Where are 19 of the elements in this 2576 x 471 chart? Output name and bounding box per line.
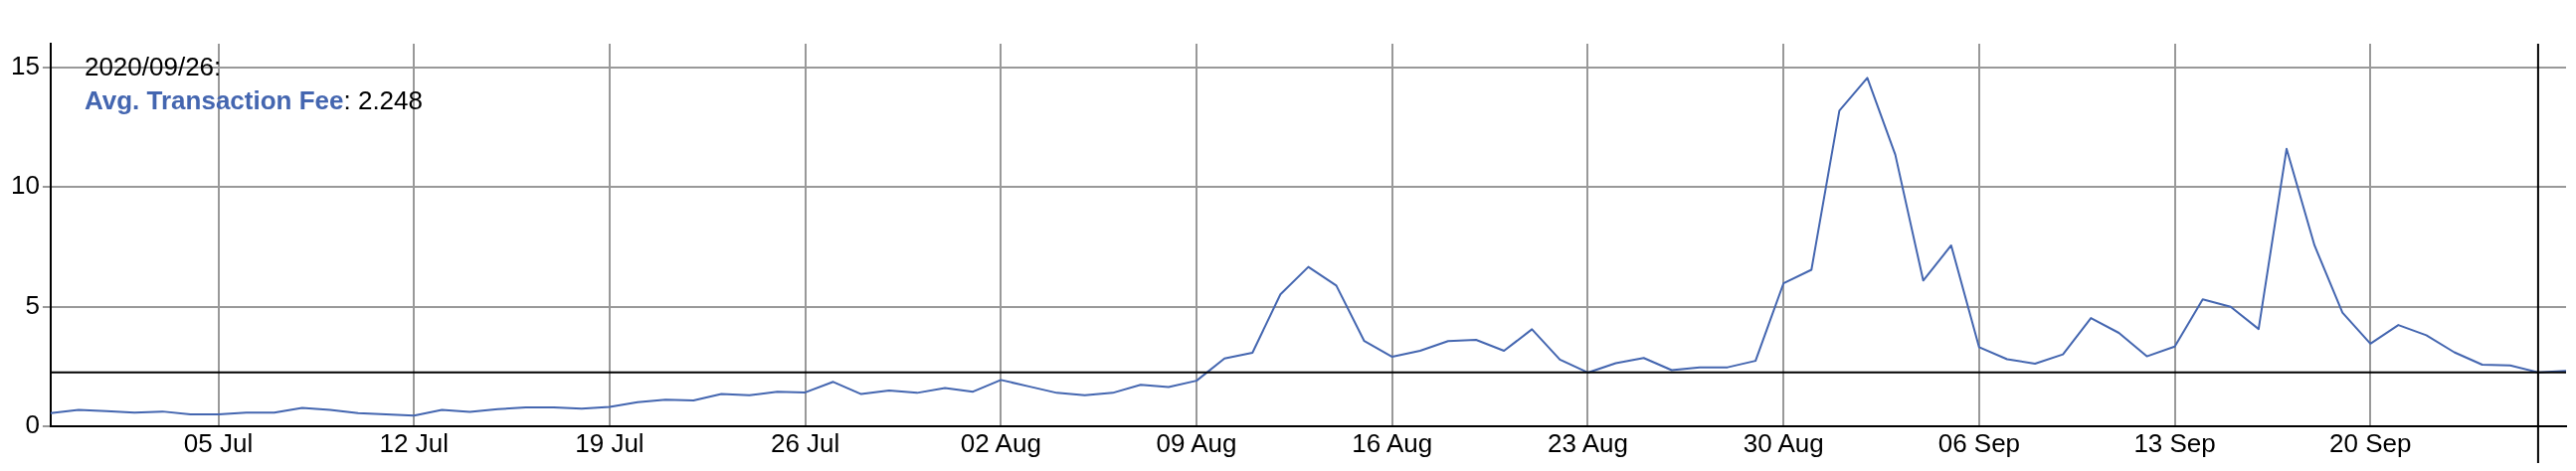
x-tick-label: 20 Sep	[2329, 427, 2412, 458]
x-tick-label: 26 Jul	[770, 427, 840, 458]
y-tick-label: 10	[11, 170, 40, 201]
annotation: 2020/09/26:	[84, 52, 222, 81]
x-tick-label: 23 Aug	[1547, 427, 1628, 458]
x-tick-label: 12 Jul	[379, 427, 449, 458]
y-tick-label: 15	[11, 51, 40, 81]
x-tick-label: 13 Sep	[2133, 427, 2216, 458]
x-tick-label: 06 Sep	[1937, 427, 2021, 458]
y-tick-label: 5	[25, 289, 40, 320]
annotation: : 2.248	[343, 85, 423, 115]
x-tick-label: 05 Jul	[183, 427, 254, 458]
text: Avg. Transaction Fee	[84, 85, 344, 115]
x-tick-label: 02 Aug	[960, 427, 1041, 458]
x-tick-label: 16 Aug	[1352, 427, 1433, 458]
x-tick-label: 09 Aug	[1156, 427, 1237, 458]
y-tick-label: 0	[25, 408, 40, 439]
x-tick-label: 30 Aug	[1743, 427, 1824, 458]
x-tick-label: 19 Jul	[575, 427, 644, 458]
